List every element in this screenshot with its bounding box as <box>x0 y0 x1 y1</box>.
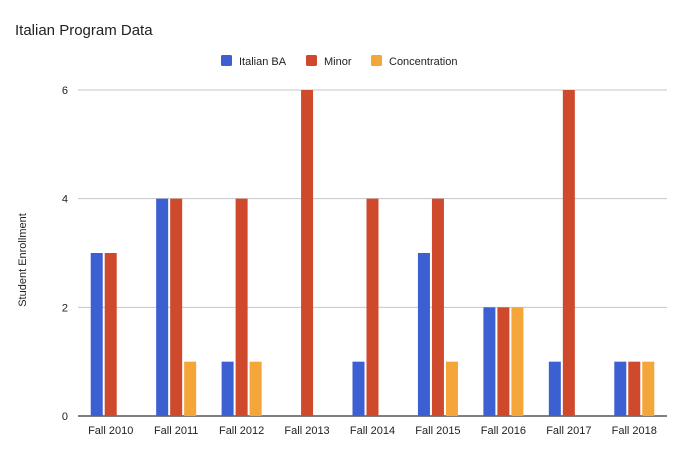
y-tick-label: 2 <box>62 302 68 314</box>
bar-concentration <box>249 361 262 416</box>
x-tick-label: Fall 2014 <box>350 425 395 437</box>
bar-italian-ba <box>156 198 169 416</box>
x-tick-label: Fall 2017 <box>546 425 591 437</box>
bar-minor <box>431 198 444 416</box>
x-tick-label: Fall 2010 <box>88 425 133 437</box>
x-tick-label: Fall 2015 <box>415 425 460 437</box>
legend-label: Italian BA <box>239 56 287 68</box>
y-tick-label: 4 <box>62 194 68 206</box>
chart-title: Italian Program Data <box>15 22 153 39</box>
bar-italian-ba <box>417 253 430 416</box>
y-tick-label: 6 <box>62 85 68 97</box>
x-tick-label: Fall 2018 <box>612 425 657 437</box>
x-tick-label: Fall 2013 <box>284 425 329 437</box>
x-tick-label: Fall 2011 <box>154 425 198 437</box>
legend-swatch-minor <box>306 55 317 66</box>
bar-minor <box>170 198 183 416</box>
bar-minor <box>235 198 248 416</box>
y-tick-label: 0 <box>62 411 68 423</box>
bar-minor <box>628 361 641 416</box>
legend-swatch-concentration <box>371 55 382 66</box>
bar-minor <box>104 253 117 416</box>
bar-italian-ba <box>221 361 234 416</box>
legend-label: Minor <box>324 56 352 68</box>
bar-italian-ba <box>548 361 561 416</box>
bar-italian-ba <box>352 361 365 416</box>
bar-minor <box>562 90 575 416</box>
bar-italian-ba <box>483 307 496 416</box>
legend-label: Concentration <box>389 56 458 68</box>
bar-concentration <box>642 361 655 416</box>
x-tick-label: Fall 2016 <box>481 425 526 437</box>
bar-minor <box>497 307 510 416</box>
bar-minor <box>366 198 379 416</box>
bar-italian-ba <box>614 361 627 416</box>
y-axis-title: Student Enrollment <box>17 213 29 307</box>
bar-concentration <box>445 361 458 416</box>
legend-swatch-italian-ba <box>221 55 232 66</box>
bar-concentration <box>184 361 197 416</box>
bar-minor <box>301 90 314 416</box>
bar-italian-ba <box>90 253 103 416</box>
x-tick-label: Fall 2012 <box>219 425 264 437</box>
bar-concentration <box>511 307 524 416</box>
